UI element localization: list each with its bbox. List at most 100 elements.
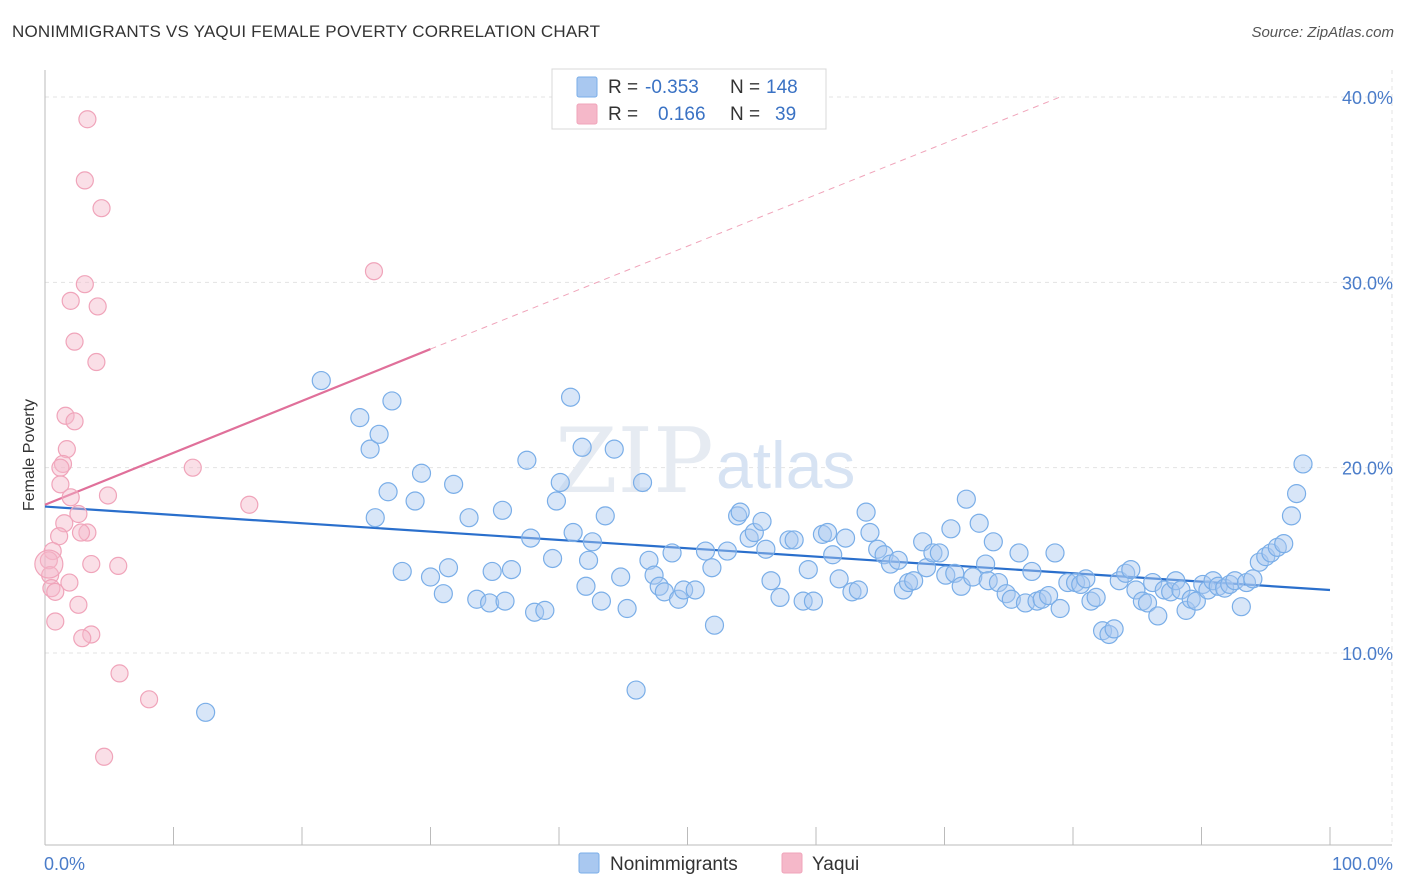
x-tick-label-1: 100.0% [1332,854,1393,874]
nonimmigrants-point-61 [770,587,790,608]
top-legend: R = -0.353 N = 148 R = 0.166 N = 39 [551,68,827,130]
legend-swatch-yaqui [576,103,598,125]
nonimmigrants-point-15 [459,508,479,528]
yaqui-point-6 [65,332,84,351]
nonimmigrants-point-73 [848,580,869,600]
yaqui-point-36 [95,747,114,766]
legend-r-label-2: R = [608,104,638,125]
legend-swatch-nonimmigrants [576,76,598,98]
trend-lines [44,96,1331,592]
legend-r-label-1: R = [608,77,638,98]
nonimmigrants-point-36 [595,506,615,526]
nonimmigrants-point-19 [492,500,513,520]
nonimmigrants-point-110 [1071,574,1091,595]
nonimmigrants-point-116 [1104,619,1124,639]
yaqui-point-24 [82,554,101,574]
nonimmigrants-point-44 [649,576,669,596]
nonimmigrants-point-9 [405,491,425,511]
yaqui-point-30 [69,595,88,614]
nonimmigrants-point-136 [1215,578,1235,598]
nonimmigrants-point-31 [572,437,592,457]
nonimmigrants-point-133 [1198,580,1218,600]
nonimmigrants-point-132 [1193,574,1213,595]
yaqui-point-15 [61,488,80,507]
nonimmigrants-point-92 [963,567,983,587]
nonimmigrants-point-102 [1022,561,1042,582]
nonimmigrants-point-14 [444,474,464,494]
nonimmigrants-point-117 [1109,571,1129,591]
nonimmigrants-point-105 [1038,585,1059,606]
yaqui-point-25 [109,556,128,575]
yaqui-point-13 [183,458,202,477]
data-points [34,110,1313,766]
nonimmigrants-point-32 [576,576,596,596]
nonimmigrants-point-63 [784,530,804,550]
nonimmigrants-point-49 [685,580,705,600]
nonimmigrants-point-131 [1186,591,1206,611]
nonimmigrants-point-93 [969,513,989,533]
nonimmigrants-point-6 [365,508,385,528]
nonimmigrants-point-77 [874,545,894,565]
nonimmigrants-point-66 [803,591,824,611]
yaqui-point-26 [41,566,60,585]
nonimmigrants-point-118 [1116,563,1136,583]
nonimmigrants-point-88 [941,519,961,539]
nonimmigrants-point-96 [983,532,1003,552]
legend-n-label-2: N = [730,104,760,125]
legend-n-value-1: 148 [766,77,798,98]
watermark-zip: ZIP [555,409,714,514]
bottom-legend-label-yaqui: Yaqui [812,854,859,875]
nonimmigrants-point-60 [761,571,781,591]
yaqui-point-10 [57,440,76,459]
nonimmigrants-point-97 [988,572,1009,593]
nonimmigrants-point-94 [976,554,996,574]
nonimmigrants-point-42 [639,550,659,570]
nonimmigrants-point-115 [1099,624,1119,645]
nonimmigrants-point-41 [632,472,653,493]
nonimmigrants-point-29 [560,387,581,407]
yaqui-point-16 [98,486,118,505]
nonimmigrants-point-137 [1220,574,1240,595]
nonimmigrants-point-33 [578,550,599,570]
nonimmigrants-point-65 [798,559,818,580]
nonimmigrants-point-149 [1293,454,1313,474]
nonimmigrants-point-107 [1050,598,1070,619]
yaqui-point-5 [88,297,107,316]
yaqui-point-34 [110,664,129,683]
nonimmigrants-point-18 [482,561,502,582]
nonimmigrants-point-59 [756,539,776,559]
yaqui-point-38 [364,262,384,281]
nonimmigrants-point-64 [793,591,813,611]
nonimmigrants-point-85 [923,543,943,563]
nonimmigrants-point-10 [411,463,432,483]
nonimmigrants-trend-line [44,505,1331,592]
yaqui-point-14 [51,475,70,494]
y-tick-label-3: 40.0% [1342,88,1393,108]
yaqui-trend-line [44,348,431,506]
nonimmigrants-point-37 [604,439,624,459]
y-tick-label-1: 20.0% [1342,459,1393,479]
yaqui-point-9 [65,412,84,431]
nonimmigrants-point-53 [717,541,737,561]
nonimmigrants-point-38 [611,567,631,587]
yaqui-point-8 [56,406,75,425]
nonimmigrants-point-69 [823,545,843,565]
yaqui-point-7 [87,352,106,372]
axes [44,70,1392,846]
yaqui-point-21 [71,523,91,542]
nonimmigrants-point-8 [392,561,412,582]
nonimmigrants-point-52 [704,615,725,635]
nonimmigrants-point-51 [702,558,722,578]
legend-box [551,68,827,130]
yaqui-point-37 [240,495,259,514]
nonimmigrants-point-120 [1126,580,1146,600]
chart-source: Source: ZipAtlas.com [1251,24,1394,41]
nonimmigrants-point-91 [956,489,976,509]
nonimmigrants-point-72 [842,582,862,602]
nonimmigrants-point-141 [1243,569,1263,589]
yaqui-point-1 [75,171,94,190]
nonimmigrants-point-43 [644,565,664,585]
grid-lines [45,70,1393,845]
nonimmigrants-point-25 [535,600,555,620]
